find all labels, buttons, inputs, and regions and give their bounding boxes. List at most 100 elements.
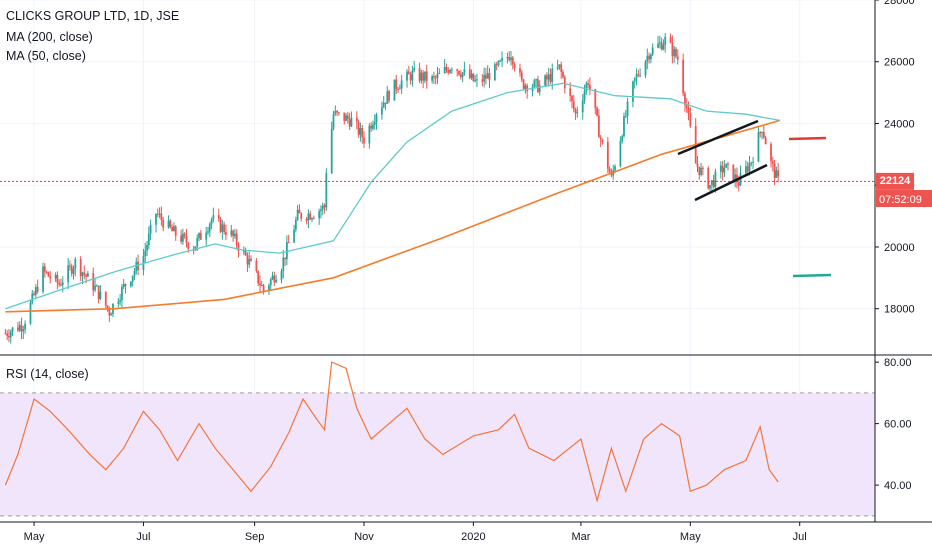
- chart-title[interactable]: CLICKS GROUP LTD, 1D, JSE: [6, 9, 179, 23]
- candle-body: [212, 215, 215, 220]
- candle-body: [4, 333, 7, 335]
- candle-body: [81, 272, 84, 277]
- candle-body: [361, 127, 364, 138]
- candle-body: [746, 166, 749, 172]
- candle-body: [413, 68, 416, 71]
- ma50-line: [5, 82, 781, 310]
- candle-body: [508, 56, 511, 61]
- candle-body: [305, 218, 308, 221]
- channel-upper-trendline[interactable]: [677, 119, 759, 156]
- candle-body: [60, 284, 62, 286]
- candle-body: [513, 64, 516, 69]
- candle-body: [649, 54, 652, 60]
- rsi-band: [0, 392, 875, 516]
- candle-body: [94, 285, 96, 291]
- candle-body: [309, 213, 312, 220]
- candle-body: [606, 142, 609, 169]
- candle-body: [651, 47, 654, 55]
- candle-body: [759, 132, 762, 134]
- indicator-ma50-label[interactable]: MA (50, close): [6, 49, 86, 63]
- candle-body: [244, 250, 247, 256]
- candle-body: [268, 285, 270, 291]
- target-line-red[interactable]: [788, 136, 827, 141]
- candle-body: [671, 42, 674, 57]
- time-tick-label: 2020: [461, 531, 485, 543]
- candle-body: [162, 219, 165, 228]
- candle-body: [599, 137, 602, 140]
- candle-body: [635, 74, 638, 78]
- candle-body: [260, 285, 263, 287]
- candle-body: [739, 173, 742, 186]
- candle-body: [280, 271, 283, 280]
- candle-body: [757, 132, 760, 162]
- rsi-title[interactable]: RSI (14, close): [6, 367, 89, 381]
- candle-body: [422, 72, 425, 81]
- candle-body: [359, 127, 362, 135]
- rsi-tick-label: 60.00: [884, 419, 912, 431]
- candle-body: [520, 72, 523, 80]
- candle-body: [343, 112, 346, 121]
- candle-body: [6, 333, 9, 337]
- candle-body: [8, 336, 10, 338]
- candle-body: [474, 80, 477, 82]
- candle-body: [560, 64, 563, 72]
- candle-body: [173, 226, 175, 232]
- candle-body: [400, 80, 403, 89]
- last-price-badge: [876, 172, 914, 190]
- candle-body: [171, 227, 174, 232]
- candle-body: [458, 71, 460, 75]
- time-scale[interactable]: May Jul Sep Nov 2020 Mar May Jul: [24, 522, 807, 543]
- candle-body: [99, 291, 102, 300]
- candle-body: [633, 77, 636, 82]
- candle-body: [624, 115, 627, 117]
- candle-body: [407, 71, 410, 75]
- candle-body: [24, 323, 27, 330]
- candle-body: [237, 245, 240, 251]
- candle-body: [472, 73, 475, 81]
- candle-body: [257, 270, 260, 284]
- candle-body: [547, 74, 550, 80]
- candle-body: [449, 69, 451, 73]
- candle-body: [461, 72, 464, 78]
- candle-body: [581, 100, 584, 113]
- candle-body: [104, 291, 107, 306]
- candle-body: [312, 218, 315, 220]
- candle-body: [506, 56, 509, 58]
- candle-body: [470, 73, 473, 79]
- candle-body: [425, 71, 428, 81]
- time-tick-label: Nov: [354, 531, 374, 543]
- candle-body: [336, 110, 338, 113]
- candle-body: [476, 79, 478, 81]
- candle-body: [34, 286, 37, 295]
- candle-body: [133, 271, 136, 276]
- channel-lower-trendline[interactable]: [694, 163, 768, 202]
- candle-body: [92, 273, 95, 291]
- candle-body: [545, 75, 548, 80]
- candle-body: [727, 163, 729, 165]
- candle-body: [721, 165, 724, 173]
- target-line-green[interactable]: [792, 273, 832, 278]
- candle-body: [762, 132, 765, 138]
- candle-body: [495, 64, 498, 66]
- candle-body: [321, 205, 324, 210]
- candle-body: [337, 112, 340, 114]
- rsi-scale[interactable]: 80.00 60.00 40.00: [875, 357, 912, 492]
- candle-body: [771, 161, 774, 164]
- candle-body: [486, 73, 489, 79]
- candle-body: [235, 233, 238, 246]
- candle-body: [639, 75, 642, 77]
- candle-body: [436, 73, 439, 78]
- candle-body: [445, 67, 448, 70]
- candle-body: [397, 88, 399, 90]
- candle-body: [698, 166, 701, 175]
- candle-body: [382, 102, 385, 108]
- candle-body: [196, 238, 199, 247]
- candle-body: [488, 73, 491, 81]
- candle-body: [712, 180, 715, 187]
- candle-body: [393, 79, 396, 101]
- candle-body: [549, 74, 552, 82]
- candle-body: [418, 68, 421, 81]
- indicator-ma200-label[interactable]: MA (200, close): [6, 30, 93, 44]
- candle-body: [300, 213, 303, 219]
